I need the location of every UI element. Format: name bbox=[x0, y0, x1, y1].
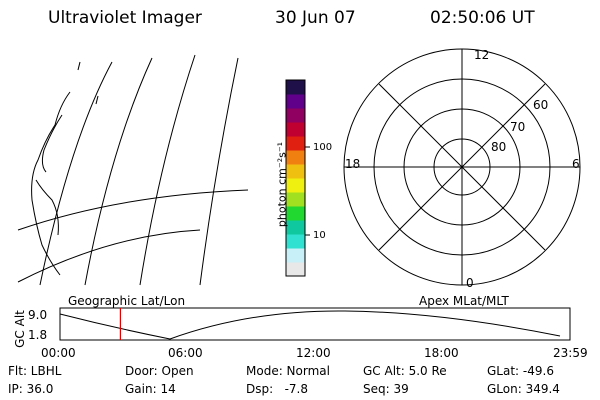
color-bar-segment bbox=[286, 192, 305, 207]
x-tick-1200: 12:00 bbox=[296, 346, 331, 360]
color-bar-segment bbox=[286, 178, 305, 193]
timeline-frame bbox=[59, 307, 571, 341]
observation-date: 30 Jun 07 bbox=[275, 8, 356, 28]
color-bar-segment bbox=[286, 108, 305, 123]
info-door: Door: Open bbox=[125, 364, 194, 378]
map-grid-line bbox=[84, 57, 153, 286]
lat-label-80: 80 bbox=[491, 140, 507, 154]
geographic-map-panel bbox=[17, 54, 249, 286]
info-mode: Mode: Normal bbox=[246, 364, 330, 378]
polar-diagonal bbox=[378, 83, 546, 251]
info-glon: GLon: 349.4 bbox=[487, 382, 560, 396]
altitude-curve bbox=[59, 310, 561, 340]
mlt-label-18: 18 bbox=[345, 157, 361, 171]
x-tick-2359: 23:59 bbox=[553, 346, 588, 360]
colorbar-unit-label: photon cm⁻²s⁻¹ bbox=[275, 141, 289, 228]
map-grid-line bbox=[17, 229, 201, 283]
color-bar-segment bbox=[286, 80, 305, 95]
map-grid-line bbox=[39, 61, 113, 286]
lat-label-70: 70 bbox=[510, 120, 526, 134]
map-grid-line bbox=[199, 57, 239, 286]
coastline bbox=[35, 179, 59, 236]
info-seq: Seq: 39 bbox=[363, 382, 409, 396]
coastline bbox=[41, 114, 63, 173]
color-bar-segment bbox=[286, 136, 305, 151]
coastline bbox=[77, 61, 81, 71]
x-tick-0000: 00:00 bbox=[41, 346, 76, 360]
mlt-label-12: 12 bbox=[474, 48, 490, 62]
color-bar-segment bbox=[286, 262, 305, 277]
color-bar-border bbox=[285, 79, 306, 277]
info-dsp: Dsp: -7.8 bbox=[246, 382, 309, 396]
info-flt: Flt: LBHL bbox=[8, 364, 62, 378]
coastline bbox=[31, 91, 71, 276]
color-bar-segment bbox=[286, 206, 305, 221]
coastline bbox=[95, 95, 99, 105]
mlt-label-6: 6 bbox=[572, 157, 580, 171]
geographic-latlon-label: Geographic Lat/Lon bbox=[68, 294, 186, 308]
gc-alt-axis-label: GC Alt bbox=[13, 310, 27, 348]
info-gcalt: GC Alt: 5.0 Re bbox=[363, 364, 447, 378]
color-bar-segment bbox=[286, 94, 305, 109]
polar-plot bbox=[343, 48, 581, 286]
apex-mlat-mlt-label: Apex MLat/MLT bbox=[419, 294, 509, 308]
timeline-panel bbox=[59, 307, 571, 341]
color-bar-segment bbox=[286, 150, 305, 165]
observation-time: 02:50:06 UT bbox=[430, 8, 535, 28]
instrument-title: Ultraviolet Imager bbox=[48, 8, 202, 28]
color-bar bbox=[286, 80, 305, 277]
info-glat: GLat: -49.6 bbox=[487, 364, 554, 378]
colorbar-tick-100: 100 bbox=[313, 142, 333, 153]
y-axis-max: 9.0 bbox=[28, 308, 48, 322]
map-grid-line bbox=[17, 189, 249, 231]
mlt-label-0: 0 bbox=[466, 276, 474, 290]
color-bar-segment bbox=[286, 122, 305, 137]
map-grid-line bbox=[139, 54, 196, 286]
color-bar-segment bbox=[286, 248, 305, 263]
y-axis-min: 1.8 bbox=[28, 328, 48, 342]
info-gain: Gain: 14 bbox=[125, 382, 176, 396]
color-bar-segment bbox=[286, 220, 305, 235]
lat-label-60: 60 bbox=[533, 98, 549, 112]
color-bar-segment bbox=[286, 234, 305, 249]
colorbar-tick-10: 10 bbox=[313, 230, 326, 241]
x-tick-1800: 18:00 bbox=[424, 346, 459, 360]
info-ip: IP: 36.0 bbox=[8, 382, 54, 396]
x-tick-0600: 06:00 bbox=[168, 346, 203, 360]
color-bar-segment bbox=[286, 164, 305, 179]
